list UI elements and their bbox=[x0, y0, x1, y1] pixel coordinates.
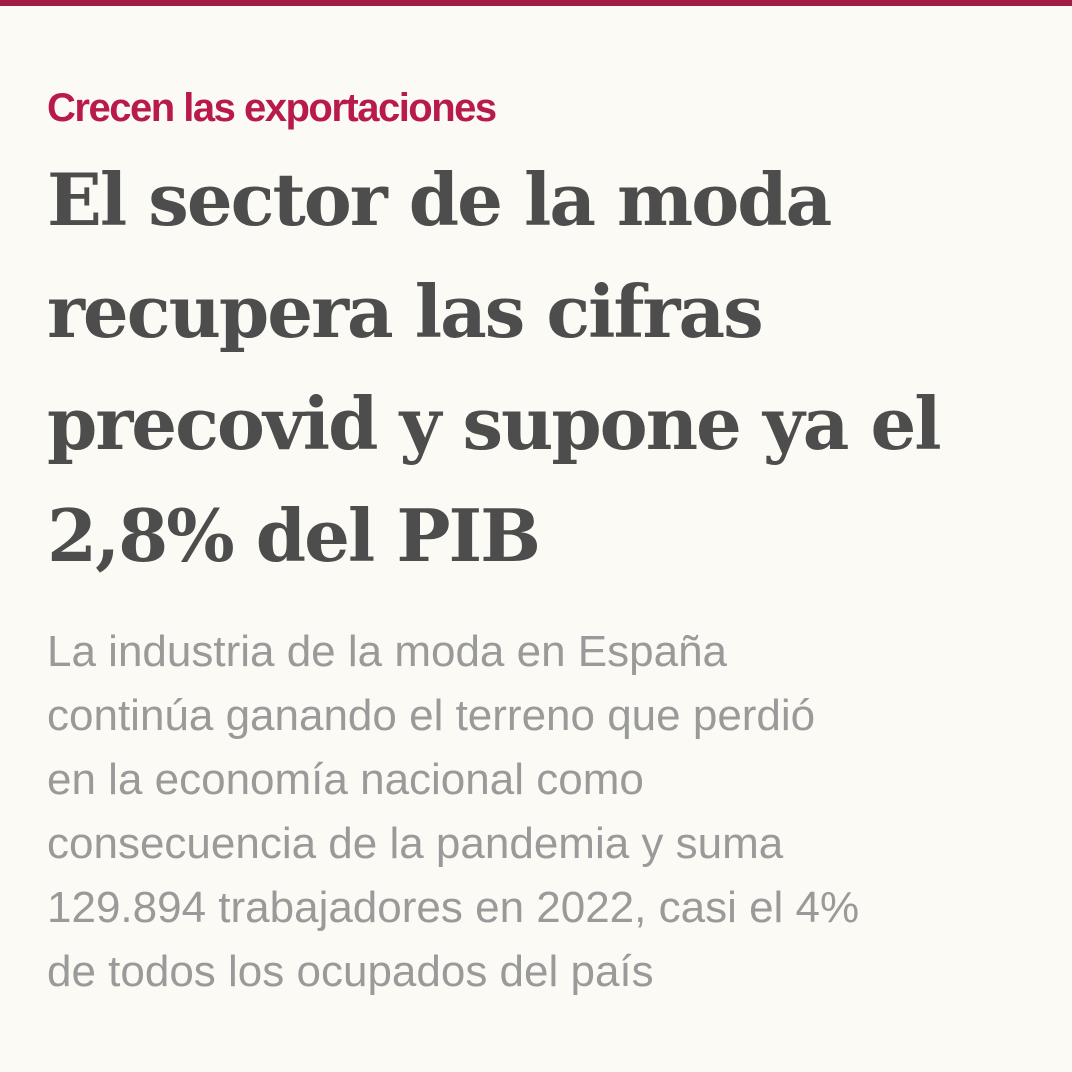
standfirst-line: 129.894 trabajadores en 2022, casi el 4% bbox=[47, 883, 860, 932]
standfirst-line: en la economía nacional como bbox=[47, 755, 644, 804]
headline-line: El sector de la moda bbox=[47, 157, 832, 242]
article-kicker: Crecen las exportaciones bbox=[47, 86, 497, 130]
article-standfirst: La industria de la moda en España contin… bbox=[47, 620, 1047, 1004]
standfirst-line: La industria de la moda en España bbox=[47, 627, 728, 676]
standfirst-line: consecuencia de la pandemia y suma bbox=[47, 819, 784, 868]
top-rule bbox=[0, 0, 1072, 6]
headline-line: 2,8% del PIB bbox=[47, 493, 541, 578]
headline-line: precovid y supone ya el bbox=[47, 381, 942, 466]
article-headline: El sector de la moda recupera las cifras… bbox=[47, 144, 1037, 592]
standfirst-line: de todos los ocupados del país bbox=[47, 947, 654, 996]
article-header: Crecen las exportaciones El sector de la… bbox=[47, 80, 1047, 1004]
standfirst-line: continúa ganando el terreno que perdió bbox=[47, 691, 816, 740]
headline-line: recupera las cifras bbox=[47, 269, 764, 354]
